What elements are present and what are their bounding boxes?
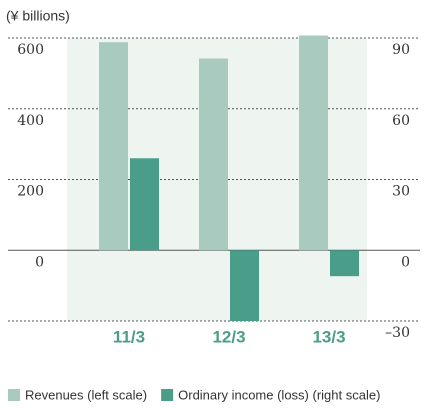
bar [199, 58, 228, 251]
legend-swatch [161, 389, 174, 401]
y2-tick-label: 0 [401, 254, 410, 270]
y2-tick-label: –30 [385, 325, 410, 341]
y2-tick-label: 30 [392, 184, 410, 200]
legend-label: Ordinary income (loss) (right scale) [178, 387, 380, 402]
y2-tick-label: 90 [392, 42, 410, 58]
y-tick-label: 600 [17, 42, 44, 58]
y-tick-label: 200 [17, 184, 44, 200]
legend-label: Revenues (left scale) [25, 387, 147, 402]
axis-unit-label: (¥ billions) [6, 8, 70, 24]
x-tick-label: 13/3 [312, 327, 345, 346]
y2-tick-label: 60 [392, 113, 410, 129]
y-tick-label: 400 [17, 113, 44, 129]
x-tick-label: 12/3 [212, 327, 245, 346]
bar [99, 42, 128, 251]
bar [299, 35, 328, 251]
bar [130, 158, 159, 251]
y-tick-label: 0 [35, 254, 44, 270]
bar [330, 250, 359, 277]
legend-swatch [8, 389, 20, 401]
x-tick-label: 11/3 [113, 327, 145, 346]
bar [230, 250, 259, 321]
